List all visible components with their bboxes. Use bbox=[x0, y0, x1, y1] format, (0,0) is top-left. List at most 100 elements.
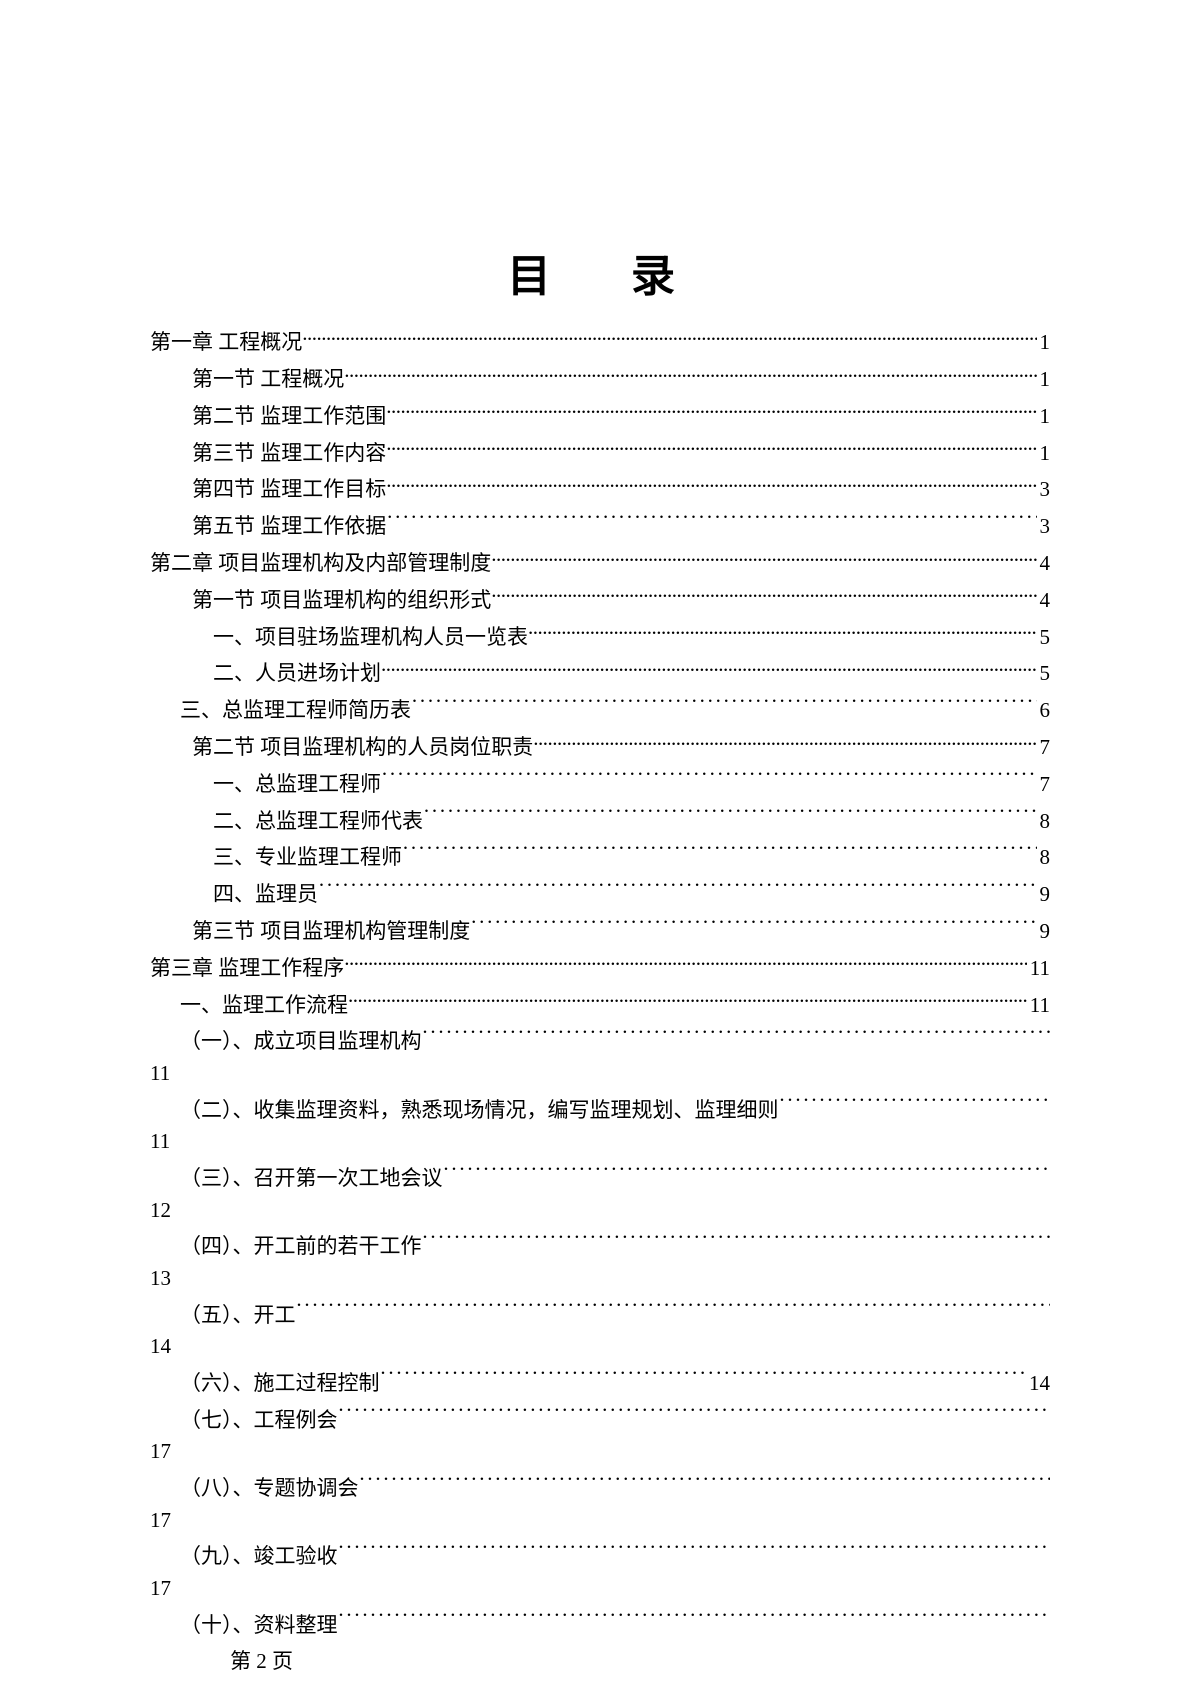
toc-entry: （九）、竣工验收 bbox=[150, 1536, 1050, 1573]
toc-page-num: 11 bbox=[1027, 953, 1050, 985]
toc-page-num: 11 bbox=[1027, 990, 1050, 1022]
toc-leader bbox=[344, 359, 1036, 386]
toc-page-num: 3 bbox=[1037, 474, 1051, 506]
toc-entry-text: 第五节 监理工作依据 bbox=[192, 511, 386, 543]
toc-leader bbox=[422, 1021, 1051, 1048]
toc-leader bbox=[533, 727, 1036, 754]
toc-page-num: 13 bbox=[150, 1263, 1050, 1295]
toc-entry-text: 三、总监理工程师简历表 bbox=[180, 695, 411, 727]
toc-page-num: 8 bbox=[1037, 842, 1051, 874]
toc-entry-text: （八）、专题协调会 bbox=[180, 1473, 359, 1505]
toc-entry: 第三节 监理工作内容 1 bbox=[150, 432, 1050, 469]
toc-entry-text: 第三章 监理工作程序 bbox=[150, 953, 344, 985]
toc-leader bbox=[386, 506, 1036, 533]
toc-leader bbox=[381, 653, 1037, 680]
toc-leader bbox=[386, 396, 1036, 423]
toc-page-num: 9 bbox=[1037, 879, 1051, 911]
page-footer: 第 2 页 bbox=[150, 1645, 1050, 1675]
toc-entry-text: （四）、开工前的若干工作 bbox=[180, 1231, 422, 1263]
toc-leader bbox=[443, 1158, 1051, 1185]
toc-entry: 第二章 项目监理机构及内部管理制度4 bbox=[150, 543, 1050, 580]
toc-leader bbox=[423, 800, 1037, 827]
toc-entry: （二）、收集监理资料，熟悉现场情况，编写监理规划、监理细则 bbox=[150, 1089, 1050, 1126]
toc-page-num: 11 bbox=[150, 1058, 1050, 1090]
toc-entry: （八）、专题协调会 bbox=[150, 1468, 1050, 1505]
toc-page-num: 8 bbox=[1037, 806, 1051, 838]
toc-entry: 第一节 项目监理机构的组织形式 4 bbox=[150, 580, 1050, 617]
toc-entry: （十）、资料整理 bbox=[150, 1604, 1050, 1641]
toc-page-num: 5 bbox=[1037, 622, 1051, 654]
toc-entry-text: 四、监理员 bbox=[213, 879, 318, 911]
toc-leader bbox=[359, 1468, 1051, 1495]
toc-entry-text: 第三节 监理工作内容 bbox=[192, 438, 386, 470]
toc-leader bbox=[318, 874, 1037, 901]
toc-entry: 二、人员进场计划 5 bbox=[150, 653, 1050, 690]
toc-leader bbox=[381, 764, 1037, 791]
toc-entry-text: 第二节 项目监理机构的人员岗位职责 bbox=[192, 732, 533, 764]
toc-leader bbox=[411, 690, 1037, 717]
toc-entry-text: （三）、召开第一次工地会议 bbox=[180, 1163, 443, 1195]
toc-leader bbox=[402, 837, 1037, 864]
toc-page-num: 12 bbox=[150, 1195, 1050, 1227]
toc-page-num: 3 bbox=[1037, 511, 1051, 543]
toc-entry: （七）、工程例会 bbox=[150, 1399, 1050, 1436]
toc-leader bbox=[338, 1399, 1051, 1426]
toc-entry: 二、总监理工程师代表 8 bbox=[150, 800, 1050, 837]
toc-entry: 一、总监理工程师 7 bbox=[150, 764, 1050, 801]
toc-entry-text: 一、项目驻场监理机构人员一览表 bbox=[213, 622, 528, 654]
toc-entry-text: 三、专业监理工程师 bbox=[213, 842, 402, 874]
toc-entry: 第二节 项目监理机构的人员岗位职责7 bbox=[150, 727, 1050, 764]
toc-entry-text: （一）、成立项目监理机构 bbox=[180, 1026, 422, 1058]
toc-entry-text: 一、总监理工程师 bbox=[213, 769, 381, 801]
toc-entry: （四）、开工前的若干工作 bbox=[150, 1226, 1050, 1263]
toc-entry-text: 第二章 项目监理机构及内部管理制度 bbox=[150, 548, 491, 580]
toc-entry: （六）、施工过程控制14 bbox=[150, 1363, 1050, 1400]
toc-entry-text: 二、人员进场计划 bbox=[213, 658, 381, 690]
toc-page-num: 1 bbox=[1037, 401, 1051, 433]
toc-page-num: 11 bbox=[150, 1126, 1050, 1158]
toc-page-num: 17 bbox=[150, 1505, 1050, 1537]
toc-entry-text: 第一节 工程概况 bbox=[192, 364, 344, 396]
toc-entry: 第三章 监理工作程序 11 bbox=[150, 948, 1050, 985]
toc-page-num: 5 bbox=[1037, 658, 1051, 690]
toc-entry-text: 第一节 项目监理机构的组织形式 bbox=[192, 585, 491, 617]
toc-leader bbox=[380, 1363, 1027, 1390]
toc-page-num: 9 bbox=[1037, 916, 1051, 948]
toc-leader bbox=[491, 580, 1036, 607]
toc-entry-text: （五）、开工 bbox=[180, 1300, 296, 1332]
toc-entry: （五）、开工 bbox=[150, 1294, 1050, 1331]
toc-entry-text: 第三节 项目监理机构管理制度 bbox=[192, 916, 470, 948]
toc-entry-text: （七）、工程例会 bbox=[180, 1405, 338, 1437]
toc-page-num: 17 bbox=[150, 1436, 1050, 1468]
toc-page-num: 1 bbox=[1037, 364, 1051, 396]
toc-entry-text: 第一章 工程概况 bbox=[150, 327, 302, 359]
toc-page-num: 1 bbox=[1037, 438, 1051, 470]
toc-page-num: 14 bbox=[1026, 1368, 1050, 1400]
toc-leader bbox=[386, 469, 1036, 496]
toc-entry-text: （九）、竣工验收 bbox=[180, 1541, 338, 1573]
toc-leader bbox=[422, 1226, 1051, 1253]
toc-entry: 四、监理员 9 bbox=[150, 874, 1050, 911]
toc-entry: 第一节 工程概况 1 bbox=[150, 359, 1050, 396]
toc-leader bbox=[344, 948, 1027, 975]
toc-leader bbox=[491, 543, 1036, 570]
toc-entry: 第四节 监理工作目标3 bbox=[150, 469, 1050, 506]
toc-entry: 第三节 项目监理机构管理制度 9 bbox=[150, 911, 1050, 948]
toc-entry-text: 二、总监理工程师代表 bbox=[213, 806, 423, 838]
toc-entry: （三）、召开第一次工地会议 bbox=[150, 1158, 1050, 1195]
toc-entry: 第五节 监理工作依据 3 bbox=[150, 506, 1050, 543]
toc-leader bbox=[528, 616, 1037, 643]
toc-page-num: 7 bbox=[1037, 769, 1051, 801]
toc-entry: 三、专业监理工程师 8 bbox=[150, 837, 1050, 874]
toc-entry: （一）、成立项目监理机构 bbox=[150, 1021, 1050, 1058]
toc-page-num: 1 bbox=[1037, 327, 1051, 359]
toc-leader bbox=[338, 1536, 1051, 1563]
toc-container: 第一章 工程概况1第一节 工程概况1第二节 监理工作范围1第三节 监理工作内容1… bbox=[150, 322, 1050, 1641]
toc-page-num: 17 bbox=[150, 1573, 1050, 1605]
toc-page-num: 4 bbox=[1037, 585, 1051, 617]
toc-entry-text: （十）、资料整理 bbox=[180, 1610, 338, 1642]
toc-leader bbox=[338, 1604, 1048, 1631]
toc-leader bbox=[302, 322, 1036, 349]
toc-leader bbox=[470, 911, 1036, 938]
toc-leader bbox=[779, 1089, 1051, 1116]
